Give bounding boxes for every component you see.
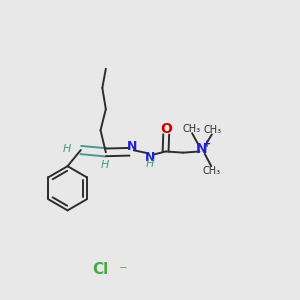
Text: N: N: [145, 151, 155, 164]
Text: N: N: [127, 140, 137, 153]
Text: N: N: [196, 142, 208, 155]
Text: Cl: Cl: [92, 262, 108, 277]
Text: H: H: [62, 143, 71, 154]
Text: CH₃: CH₃: [182, 124, 201, 134]
Text: ⁻: ⁻: [119, 262, 128, 280]
Text: H: H: [146, 159, 154, 169]
Text: CH₃: CH₃: [203, 125, 221, 135]
Text: +: +: [203, 139, 211, 149]
Text: CH₃: CH₃: [203, 166, 221, 176]
Text: O: O: [160, 122, 172, 136]
Text: H: H: [101, 160, 110, 170]
